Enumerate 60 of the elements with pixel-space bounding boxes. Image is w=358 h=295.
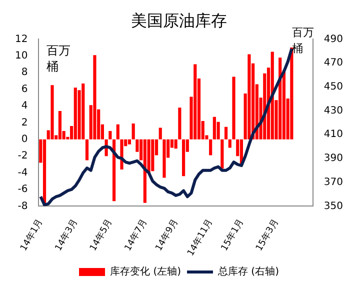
x-tick-label: 14年9月 [153, 217, 180, 254]
y-tick-label: 12 [14, 34, 28, 45]
bar [93, 55, 96, 140]
y-tick-label: -6 [18, 184, 28, 196]
y-tick-label: 4 [21, 100, 28, 112]
y-tick-label: 10 [14, 50, 28, 62]
bar [248, 54, 251, 140]
bar [162, 139, 166, 178]
bar [143, 139, 146, 203]
x-tick-label: 14年11月 [185, 217, 216, 258]
bar [209, 139, 212, 156]
y-tick-label: 0 [21, 134, 28, 145]
bar [74, 88, 77, 140]
chart-title: 美国原油库存 [131, 10, 227, 30]
y2-tick-label: 390 [324, 153, 344, 164]
x-tick-label: 14年1月 [18, 217, 46, 254]
bar [85, 139, 89, 160]
bar [220, 139, 224, 169]
y2-tick-label: 490 [324, 34, 344, 45]
y-tick-label: 6 [21, 84, 28, 95]
x-tick-label: 14年5月 [88, 217, 115, 254]
legend-label: 总库存 (右轴) [217, 266, 280, 278]
bar [224, 126, 228, 140]
bar [158, 128, 162, 140]
annotation: 百万桶 [46, 43, 71, 74]
bar [212, 116, 216, 140]
y-tick-label: 8 [21, 67, 28, 78]
annotation: 百万桶 [292, 26, 314, 56]
bar [128, 139, 132, 144]
bar [58, 111, 62, 140]
x-tick-label: 15年3月 [254, 217, 281, 254]
bar [151, 139, 154, 172]
y2-tick-label: 350 [324, 200, 344, 212]
bar [116, 124, 120, 140]
y2-tick-label: 410 [324, 129, 344, 140]
bar [270, 52, 274, 140]
y2-tick-label: 370 [324, 176, 344, 188]
bar [174, 139, 178, 149]
bar [50, 85, 54, 140]
bar [132, 124, 135, 140]
y-tick-label: -4 [18, 167, 28, 178]
y-tick-label: -2 [18, 150, 28, 162]
bar [42, 139, 46, 205]
y2-tick-label: 430 [324, 105, 344, 116]
bar [178, 108, 182, 140]
y-tick-label: 2 [21, 117, 28, 128]
y-tick-label: -8 [18, 200, 28, 212]
y2-tick-label: 450 [324, 82, 344, 92]
x-tick-label: 14年3月 [52, 217, 80, 254]
bar [228, 139, 232, 148]
bar [290, 48, 294, 140]
legend-label: 库存变化 (左轴) [110, 266, 182, 278]
x-tick-label: 15年1月 [218, 217, 246, 254]
x-tick-label: 14年7月 [122, 217, 150, 254]
y2-tick-label: 470 [324, 58, 344, 69]
bar [108, 131, 112, 140]
bar [82, 83, 85, 140]
bar [194, 64, 197, 140]
bar [232, 76, 236, 140]
bar [182, 139, 186, 176]
